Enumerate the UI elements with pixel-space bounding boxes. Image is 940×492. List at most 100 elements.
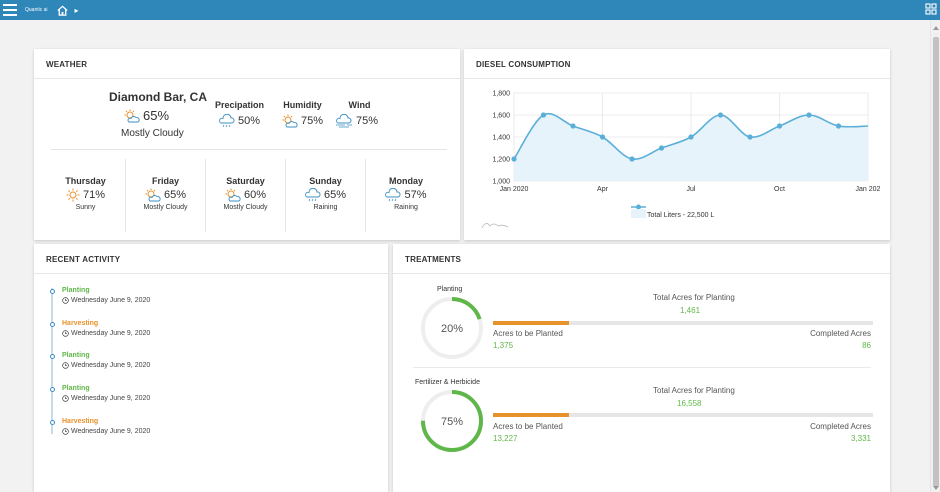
chart-data-point	[511, 156, 517, 162]
stat-value: 50%	[238, 115, 261, 127]
activity-date: Wednesday June 9, 2020	[71, 395, 151, 402]
chart-legend[interactable]: Total Liters - 22,500 L	[631, 204, 714, 220]
humidity-stat: Humidity 75%	[282, 100, 323, 128]
top-bar: Quantic ai ▸	[0, 0, 940, 20]
x-tick-label: Apr	[597, 186, 609, 193]
rain-cloud-icon	[219, 114, 235, 128]
acres-to-plant-label: Acres to be Planted	[493, 329, 563, 338]
treatment-name: Planting	[437, 286, 463, 293]
sun-icon	[66, 188, 80, 202]
progress-ring: 20%	[421, 297, 483, 359]
forecast-condition: Sunny	[75, 204, 96, 211]
stat-value: 75%	[301, 115, 324, 127]
timeline-dot	[50, 289, 55, 294]
chart-data-point	[776, 123, 783, 129]
legend-label: Total Liters - 22,500 L	[647, 212, 714, 219]
total-acres-value: 1,461	[680, 306, 701, 315]
activity-title: Planting	[62, 352, 90, 359]
total-acres-label: Total Acres for Planting	[653, 293, 735, 302]
chart-data-point	[658, 145, 665, 151]
x-tick-label: Jan 202	[856, 186, 881, 193]
clock-icon	[62, 330, 69, 337]
scroll-down-arrow-icon[interactable]	[933, 486, 939, 490]
treatment-planting[interactable]: Planting 20% Total Acres for Planting 1,…	[413, 284, 873, 364]
acres-to-plant-value: 1,375	[493, 341, 514, 350]
acres-to-plant-label: Acres to be Planted	[493, 422, 563, 431]
acres-progress-fill	[493, 321, 569, 325]
timeline-dot	[50, 420, 55, 425]
chart-area-fill	[514, 113, 868, 181]
chart-data-point	[717, 112, 724, 118]
current-temp-value: 65%	[143, 108, 170, 123]
breadcrumb-chevron-icon[interactable]: ▸	[74, 5, 79, 15]
diesel-consumption-card: DIESEL CONSUMPTION 1,000 1,200 1,400 1,600 1…	[464, 49, 890, 240]
legend-marker	[636, 204, 641, 210]
y-tick-label: 1,000	[492, 179, 510, 186]
scrollbar-thumb[interactable]	[933, 37, 939, 487]
chart-data-point	[599, 134, 606, 140]
apps-grid-icon[interactable]	[925, 3, 937, 15]
forecast-saturday: Saturday 60% Mostly Cloudy	[206, 159, 286, 232]
total-acres-label: Total Acres for Planting	[653, 386, 735, 395]
treatments-card: TREATMENTS Planting 20% Total Acres for …	[393, 244, 890, 492]
forecast-friday: Friday 65% Mostly Cloudy	[126, 159, 206, 232]
treatment-fertilizer[interactable]: Fertilizer & Herbicide 75% Total Acres f…	[413, 377, 873, 467]
forecast-monday: Monday 57% Raining	[366, 159, 446, 232]
clock-icon	[62, 428, 69, 435]
completed-acres-label: Completed Acres	[810, 422, 871, 431]
home-icon[interactable]	[56, 4, 69, 17]
activity-date: Wednesday June 9, 2020	[71, 362, 151, 369]
timeline-dot	[50, 354, 55, 359]
weather-divider	[51, 149, 447, 150]
forecast-day: Monday	[388, 176, 423, 186]
forecast-day: Friday	[151, 176, 179, 186]
activity-date: Wednesday June 9, 2020	[71, 428, 151, 435]
diesel-header: DIESEL CONSUMPTION	[464, 49, 890, 79]
partly-cloudy-icon	[282, 114, 298, 128]
vertical-scrollbar[interactable]	[930, 20, 940, 492]
navigator-sparkline-icon[interactable]	[481, 223, 509, 229]
x-tick-label: Oct	[774, 186, 785, 193]
partly-cloudy-icon	[225, 188, 241, 202]
forecast-condition: Mostly Cloudy	[223, 204, 268, 211]
timeline-dot	[50, 387, 55, 392]
progress-percent: 75%	[441, 416, 463, 428]
stat-value: 75%	[356, 115, 379, 127]
current-temperature: 65%	[124, 108, 169, 123]
completed-acres-label: Completed Acres	[810, 329, 871, 338]
forecast-sunday: Sunday 65% Raining	[286, 159, 366, 232]
activity-date: Wednesday June 9, 2020	[71, 297, 151, 304]
acres-progress-bar	[493, 321, 873, 325]
y-tick-label: 1,600	[492, 113, 510, 120]
weather-city: Diamond Bar, CA	[109, 90, 208, 104]
total-acres-value: 16,558	[677, 399, 702, 408]
forecast-condition: Raining	[394, 204, 418, 211]
activity-title: Planting	[62, 287, 90, 294]
legend-swatch	[631, 209, 646, 218]
partly-cloudy-icon	[145, 188, 161, 202]
chart-data-point	[629, 156, 635, 162]
forecast-temp: 71%	[82, 189, 106, 201]
completed-acres-value: 3,331	[850, 434, 871, 443]
weather-header: WEATHER	[34, 49, 460, 79]
hamburger-menu-icon[interactable]	[3, 4, 17, 16]
activity-title: Harvesting	[62, 320, 99, 327]
scroll-up-arrow-icon[interactable]	[933, 26, 939, 30]
chart-data-point	[688, 134, 694, 140]
app-name: Quantic ai	[25, 7, 48, 13]
forecast-temp: 65%	[323, 189, 347, 201]
acres-progress-bar	[493, 413, 873, 417]
activity-title: Harvesting	[62, 418, 99, 425]
clock-icon	[62, 362, 69, 369]
stat-label: Wind	[348, 100, 371, 110]
forecast-day: Sunday	[309, 176, 342, 186]
activity-timeline-line	[51, 288, 53, 434]
forecast-condition: Raining	[313, 204, 338, 211]
activity-title: Planting	[62, 385, 90, 392]
treatment-name: Fertilizer & Herbicide	[415, 379, 480, 386]
progress-percent: 20%	[441, 323, 463, 335]
stat-label: Humidity	[283, 100, 322, 110]
y-tick-label: 1,200	[492, 157, 510, 164]
windy-cloud-icon	[336, 114, 352, 128]
progress-ring-fill	[421, 297, 483, 359]
